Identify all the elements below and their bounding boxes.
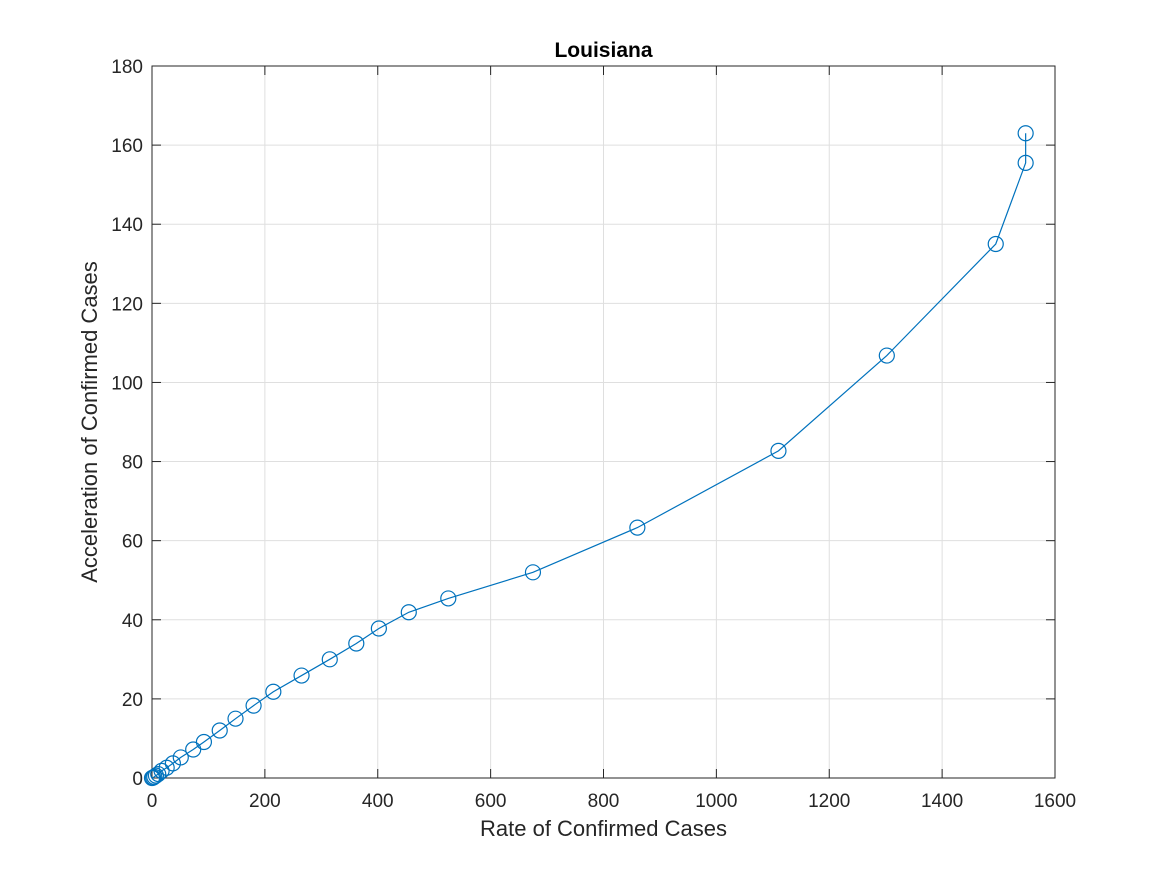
data-point (265, 683, 282, 700)
x-tick-label: 1000 (695, 791, 737, 812)
data-point (227, 710, 244, 727)
data-point (770, 442, 787, 459)
data-point (348, 635, 365, 652)
x-tick-label: 1200 (808, 791, 850, 812)
y-tick-label: 100 (111, 373, 143, 394)
data-point (245, 697, 262, 714)
x-tick-label: 400 (362, 791, 394, 812)
y-tick-label: 160 (111, 136, 143, 157)
grid (151, 65, 1056, 779)
y-tick-label: 180 (111, 57, 143, 78)
data-point (195, 733, 213, 751)
data-point (293, 667, 310, 684)
data-point (211, 722, 228, 739)
x-axis-label: Rate of Confirmed Cases (480, 816, 727, 841)
y-axis-label: Acceleration of Confirmed Cases (77, 261, 102, 583)
data-point (185, 741, 202, 758)
x-tick-label: 1600 (1034, 791, 1076, 812)
data-series (143, 125, 1034, 787)
x-tick-label: 600 (475, 791, 507, 812)
y-tick-label: 0 (132, 769, 143, 790)
x-tick-label: 0 (147, 791, 158, 812)
data-point (400, 604, 417, 621)
data-point (629, 519, 646, 536)
data-point (150, 765, 167, 783)
y-tick-label: 60 (122, 532, 143, 553)
data-point (172, 749, 189, 766)
data-point (147, 767, 165, 784)
y-tick-label: 20 (122, 690, 143, 711)
data-point (370, 620, 387, 637)
data-point (1017, 125, 1034, 142)
y-tick-label: 40 (122, 611, 143, 632)
y-tick-label: 140 (111, 215, 143, 236)
data-point (1017, 154, 1034, 172)
data-point (321, 651, 338, 668)
data-point (145, 769, 162, 786)
x-tick-label: 200 (249, 791, 281, 812)
y-tick-label: 120 (111, 294, 143, 315)
data-point (440, 590, 457, 607)
x-tick-label: 800 (588, 791, 620, 812)
axis-ticks: 0 200 400 600 800 1000 1200 1400 1600 0 20 40 60 80 10… (111, 57, 1076, 812)
chart-title: Louisiana (554, 39, 652, 62)
data-point (524, 564, 542, 581)
data-point (987, 235, 1004, 253)
x-tick-label: 1400 (921, 791, 963, 812)
data-point (878, 347, 895, 364)
data-point (153, 762, 170, 779)
y-tick-label: 80 (122, 453, 143, 474)
